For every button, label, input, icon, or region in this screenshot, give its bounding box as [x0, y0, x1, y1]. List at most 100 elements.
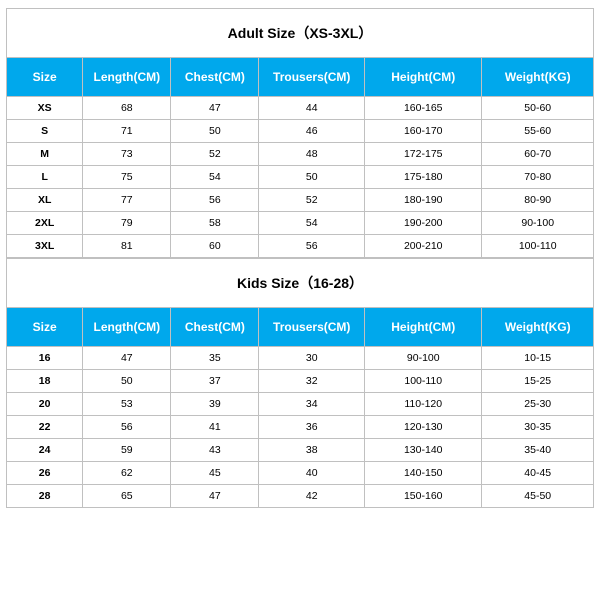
kids-cell: 150-160 [365, 485, 482, 508]
kids-cell: 65 [83, 485, 171, 508]
adult-title-row: Adult Size（XS-3XL） [7, 9, 594, 58]
kids-row: 24594338130-14035-40 [7, 439, 594, 462]
adult-cell: 2XL [7, 212, 83, 235]
adult-row: L755450175-18070-80 [7, 166, 594, 189]
adult-row: XL775652180-19080-90 [7, 189, 594, 212]
kids-header-row: Size Length(CM) Chest(CM) Trousers(CM) H… [7, 308, 594, 347]
kids-row: 22564136120-13030-35 [7, 416, 594, 439]
kids-col-trousers: Trousers(CM) [259, 308, 365, 347]
kids-cell: 41 [171, 416, 259, 439]
kids-cell: 53 [83, 393, 171, 416]
adult-cell: 46 [259, 120, 365, 143]
adult-cell: 52 [259, 189, 365, 212]
kids-body: 1647353090-10010-1518503732100-11015-252… [7, 347, 594, 508]
adult-cell: 56 [171, 189, 259, 212]
kids-cell: 47 [171, 485, 259, 508]
kids-cell: 50 [83, 370, 171, 393]
adult-cell: 90-100 [482, 212, 594, 235]
kids-cell: 100-110 [365, 370, 482, 393]
kids-col-height: Height(CM) [365, 308, 482, 347]
adult-col-chest: Chest(CM) [171, 58, 259, 97]
kids-cell: 47 [83, 347, 171, 370]
adult-cell: 175-180 [365, 166, 482, 189]
kids-cell: 42 [259, 485, 365, 508]
kids-cell: 130-140 [365, 439, 482, 462]
kids-cell: 26 [7, 462, 83, 485]
adult-cell: 75 [83, 166, 171, 189]
adult-cell: 100-110 [482, 235, 594, 258]
kids-cell: 45-50 [482, 485, 594, 508]
kids-cell: 24 [7, 439, 83, 462]
adult-cell: 68 [83, 97, 171, 120]
adult-cell: 47 [171, 97, 259, 120]
adult-cell: 3XL [7, 235, 83, 258]
adult-cell: 54 [259, 212, 365, 235]
adult-cell: 56 [259, 235, 365, 258]
kids-cell: 56 [83, 416, 171, 439]
adult-cell: 50 [171, 120, 259, 143]
adult-cell: S [7, 120, 83, 143]
kids-cell: 10-15 [482, 347, 594, 370]
adult-cell: XL [7, 189, 83, 212]
kids-size-table: Kids Size（16-28） Size Length(CM) Chest(C… [6, 258, 594, 508]
kids-cell: 18 [7, 370, 83, 393]
adult-cell: 55-60 [482, 120, 594, 143]
kids-cell: 40-45 [482, 462, 594, 485]
kids-cell: 36 [259, 416, 365, 439]
kids-cell: 20 [7, 393, 83, 416]
adult-header-row: Size Length(CM) Chest(CM) Trousers(CM) H… [7, 58, 594, 97]
adult-cell: 71 [83, 120, 171, 143]
kids-col-weight: Weight(KG) [482, 308, 594, 347]
adult-cell: M [7, 143, 83, 166]
kids-cell: 140-150 [365, 462, 482, 485]
kids-cell: 25-30 [482, 393, 594, 416]
adult-row: XS684744160-16550-60 [7, 97, 594, 120]
adult-col-size: Size [7, 58, 83, 97]
adult-cell: 79 [83, 212, 171, 235]
adult-size-table: Adult Size（XS-3XL） Size Length(CM) Chest… [6, 8, 594, 258]
kids-cell: 35 [171, 347, 259, 370]
kids-cell: 15-25 [482, 370, 594, 393]
adult-cell: 60-70 [482, 143, 594, 166]
kids-cell: 22 [7, 416, 83, 439]
adult-cell: 60 [171, 235, 259, 258]
kids-row: 26624540140-15040-45 [7, 462, 594, 485]
kids-col-size: Size [7, 308, 83, 347]
adult-cell: 58 [171, 212, 259, 235]
adult-cell: 172-175 [365, 143, 482, 166]
kids-row: 18503732100-11015-25 [7, 370, 594, 393]
kids-cell: 37 [171, 370, 259, 393]
kids-cell: 34 [259, 393, 365, 416]
adult-cell: 44 [259, 97, 365, 120]
adult-cell: 81 [83, 235, 171, 258]
adult-cell: XS [7, 97, 83, 120]
kids-cell: 43 [171, 439, 259, 462]
kids-row: 28654742150-16045-50 [7, 485, 594, 508]
kids-cell: 45 [171, 462, 259, 485]
adult-cell: 80-90 [482, 189, 594, 212]
kids-title-row: Kids Size（16-28） [7, 259, 594, 308]
adult-col-height: Height(CM) [365, 58, 482, 97]
kids-cell: 38 [259, 439, 365, 462]
adult-cell: 160-170 [365, 120, 482, 143]
kids-col-length: Length(CM) [83, 308, 171, 347]
adult-cell: 73 [83, 143, 171, 166]
adult-body: XS684744160-16550-60S715046160-17055-60M… [7, 97, 594, 258]
kids-cell: 35-40 [482, 439, 594, 462]
kids-cell: 16 [7, 347, 83, 370]
adult-cell: 52 [171, 143, 259, 166]
adult-col-weight: Weight(KG) [482, 58, 594, 97]
adult-cell: 54 [171, 166, 259, 189]
kids-cell: 30-35 [482, 416, 594, 439]
adult-cell: 77 [83, 189, 171, 212]
adult-cell: 190-200 [365, 212, 482, 235]
kids-cell: 62 [83, 462, 171, 485]
adult-col-trousers: Trousers(CM) [259, 58, 365, 97]
adult-row: M735248172-17560-70 [7, 143, 594, 166]
adult-col-length: Length(CM) [83, 58, 171, 97]
adult-title: Adult Size（XS-3XL） [7, 9, 594, 58]
adult-row: 3XL816056200-210100-110 [7, 235, 594, 258]
kids-cell: 39 [171, 393, 259, 416]
adult-cell: 50 [259, 166, 365, 189]
adult-row: 2XL795854190-20090-100 [7, 212, 594, 235]
